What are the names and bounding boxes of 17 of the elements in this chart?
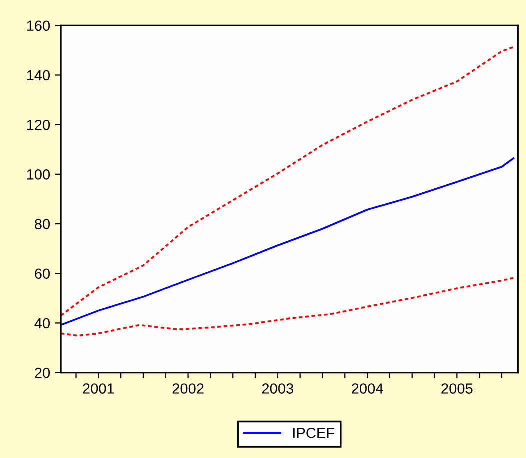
x-tick-label: 2003 [262,384,294,394]
y-tick-label: 140 [27,70,50,81]
x-tick-label: 2004 [352,384,384,394]
y-tick-label: 40 [34,318,50,329]
y-tick-label: 160 [27,20,50,32]
line-series [61,158,515,326]
x-tick-label: 2002 [172,384,204,394]
line-series [61,277,515,337]
y-tick-label: 80 [35,219,50,230]
legend-label: IPCEF [294,428,335,438]
y-tick-label: 20 [35,368,50,378]
x-tick-label: 2001 [83,384,114,394]
y-tick-label: 120 [27,120,50,130]
y-tick-label: 100 [27,170,50,180]
x-tick-label: 2005 [442,384,473,394]
line-series [61,46,515,317]
y-tick-label: 60 [35,268,50,280]
